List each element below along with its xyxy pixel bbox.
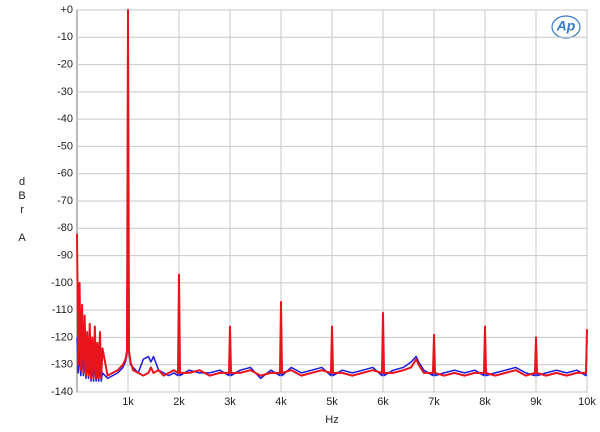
x-tick-label: 3k (224, 396, 236, 408)
series-line (76, 9, 588, 380)
y-tick-label: +0 (60, 4, 73, 16)
y-axis-label: dBr A (16, 176, 28, 246)
y-tick-label: -130 (51, 359, 73, 371)
x-tick-label: 10k (578, 396, 596, 408)
x-tick-label: 8k (479, 396, 491, 408)
x-tick-label: 2k (173, 396, 185, 408)
x-axis-label: Hz (325, 414, 338, 426)
y-tick-label: -10 (57, 31, 73, 43)
x-tick-label: 4k (275, 396, 287, 408)
x-tick-label: 9k (530, 396, 542, 408)
y-tick-label: -80 (57, 222, 73, 234)
y-tick-label: -20 (57, 58, 73, 70)
y-tick-label: -60 (57, 168, 73, 180)
y-tick-label: -120 (51, 331, 73, 343)
x-tick-label: 1k (122, 396, 134, 408)
y-tick-label: -30 (57, 86, 73, 98)
x-tick-label: 7k (428, 396, 440, 408)
x-tick-label: 6k (377, 396, 389, 408)
logo: Ap (556, 18, 576, 34)
y-tick-label: -40 (57, 113, 73, 125)
y-tick-label: -70 (57, 195, 73, 207)
y-tick-label: -140 (51, 386, 73, 398)
y-tick-label: -50 (57, 140, 73, 152)
y-tick-label: -110 (52, 304, 73, 316)
y-tick-label: -90 (57, 249, 73, 261)
logo-ring (551, 15, 581, 39)
x-tick-label: 5k (326, 396, 338, 408)
y-tick-label: -100 (51, 277, 73, 289)
